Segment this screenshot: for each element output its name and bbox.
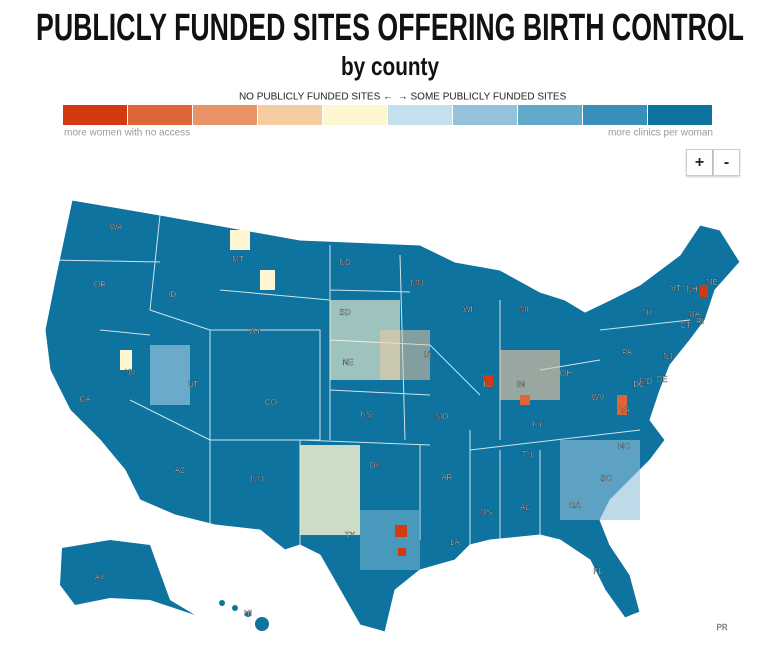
legend-swatch [388, 105, 452, 125]
state-label: AZ [175, 466, 185, 475]
legend-bar [63, 105, 712, 125]
state-label: TN [522, 450, 533, 459]
legend-swatch [193, 105, 257, 125]
state-label: LA [450, 538, 460, 547]
state-label: ND [339, 258, 351, 267]
state-label: GA [569, 501, 581, 510]
state-label: AL [520, 503, 530, 512]
state-label: AK [95, 573, 106, 582]
state-label: DC [633, 380, 645, 389]
state-label: SC [600, 474, 611, 483]
state-label: MD [640, 377, 653, 386]
state-label: IL [484, 380, 491, 389]
state-label: VA [620, 406, 631, 415]
state-label: ID [168, 290, 176, 299]
state-label: MO [436, 412, 449, 421]
state-label: WI [463, 305, 473, 314]
county-patches [120, 230, 708, 570]
alaska [60, 540, 195, 615]
state-label: PR [716, 623, 727, 632]
state-label: OK [369, 461, 381, 470]
legend-swatch [63, 105, 127, 125]
state-label: KS [361, 410, 372, 419]
state-label: FL [593, 567, 603, 576]
legend-right-note: more clinics per woman [608, 128, 713, 139]
map: WA OR ID MT ND MN WI MI ME VT NH MA NY CT RI SD WY NE IA IL… [44, 199, 741, 633]
title: PUBLICLY FUNDED SITES OFFERING BIRTH CON… [36, 7, 744, 49]
zoom-out-button[interactable]: - [713, 149, 740, 176]
legend-swatch [583, 105, 647, 125]
state-borders [49, 214, 691, 545]
state-label: RI [696, 317, 704, 326]
state-label: NC [618, 442, 630, 451]
hawaii [219, 600, 269, 631]
state-label: AR [441, 473, 452, 482]
legend-swatch [648, 105, 712, 125]
state-label: ME [706, 278, 718, 287]
state-label: NY [642, 308, 654, 317]
state-label: DE [656, 375, 667, 384]
state-label: MT [232, 255, 244, 264]
state-label: NV [124, 368, 136, 377]
state-label: CT [681, 321, 692, 330]
state-label: MA [688, 310, 701, 319]
state-labels: WA OR ID MT ND MN WI MI ME VT NH MA NY CT RI SD WY NE IA IL… [79, 223, 728, 632]
legend-swatch [323, 105, 387, 125]
state-label: NM [251, 475, 264, 484]
state-label: WA [110, 223, 123, 232]
state-label: OR [94, 280, 106, 289]
state-label: IN [517, 380, 525, 389]
state-label: NJ [663, 352, 673, 361]
state-label: CA [79, 395, 91, 404]
legend-left-note: more women with no access [64, 128, 190, 139]
us-outline [44, 199, 741, 633]
state-label: NE [342, 358, 353, 367]
state-label: TX [345, 531, 356, 540]
legend-left-label: NO PUBLICLY FUNDED SITES ← [239, 92, 393, 103]
state-label: WY [249, 327, 263, 336]
state-label: PA [622, 348, 633, 357]
state-label: SD [339, 308, 350, 317]
state-label: UT [188, 380, 199, 389]
state-label: CO [265, 398, 277, 407]
zoom-in-button[interactable]: + [686, 149, 713, 176]
state-label: KY [533, 420, 544, 429]
state-label: MS [480, 508, 492, 517]
legend-right-label: → SOME PUBLICLY FUNDED SITES [398, 92, 567, 103]
state-label: WV [592, 393, 606, 402]
state-label: HI [244, 609, 252, 618]
legend-swatch [518, 105, 582, 125]
legend-swatch [453, 105, 517, 125]
legend-swatch [258, 105, 322, 125]
state-label: IA [424, 350, 432, 359]
state-label: MI [520, 305, 529, 314]
state-label: OH [560, 369, 572, 378]
state-label: NH [686, 285, 698, 294]
legend-swatch [128, 105, 192, 125]
state-label: VT [671, 284, 681, 293]
state-label: MN [411, 279, 424, 288]
subtitle: by county [341, 51, 439, 81]
